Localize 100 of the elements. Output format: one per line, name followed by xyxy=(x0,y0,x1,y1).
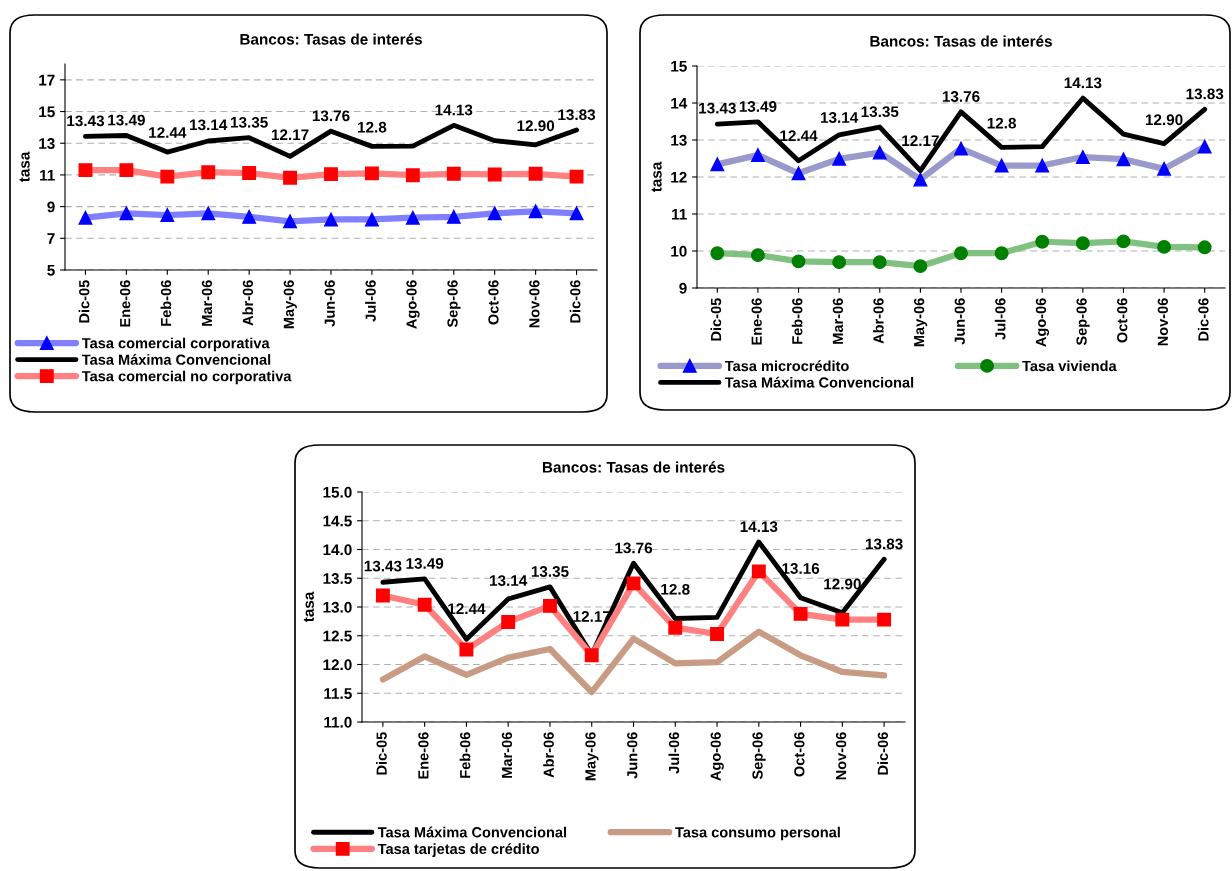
legend-label: Tasa consumo personal xyxy=(675,826,840,841)
x-tick-label: Ago-06 xyxy=(406,280,420,329)
x-tick-label: Oct-06 xyxy=(1117,298,1128,343)
data-label: 13.35 xyxy=(861,106,899,118)
y-tick-label: 12 xyxy=(671,171,687,183)
data-label: 13.83 xyxy=(865,538,903,550)
data-label: 13.14 xyxy=(490,575,528,586)
x-tick-label: Abr-06 xyxy=(872,298,884,344)
x-tick-label: Mar-06 xyxy=(201,280,213,326)
x-tick-label: May-06 xyxy=(283,280,297,329)
chart-title: Bancos: Tasas de interés xyxy=(240,33,422,45)
x-tick-label: Abr-06 xyxy=(242,280,254,326)
data-label: 14.13 xyxy=(435,104,473,116)
data-label: 13.76 xyxy=(615,542,653,554)
y-tick-label: 14.5 xyxy=(323,515,352,527)
x-tick-label: Nov-06 xyxy=(835,732,847,780)
y-tick-label: 11.0 xyxy=(324,716,352,728)
x-tick-label: Dic-06 xyxy=(877,732,889,775)
data-label: 13.49 xyxy=(406,558,444,569)
data-label: 12.44 xyxy=(780,130,818,141)
data-label: 13.83 xyxy=(558,109,596,121)
data-label: 12.90 xyxy=(1145,114,1183,126)
data-label: 12.17 xyxy=(271,129,309,140)
x-tick-label: Ago-06 xyxy=(1035,298,1050,347)
data-label: 14.13 xyxy=(740,521,778,533)
legend-label: Tasa microcrédito xyxy=(724,360,849,372)
x-tick-label: Oct-06 xyxy=(488,280,499,325)
x-tick-label: May-06 xyxy=(913,298,928,347)
legend-label: Tasa tarjetas de crédito xyxy=(377,843,539,857)
legend-label: Tasa Máxima Convencional xyxy=(377,826,567,838)
data-label: 13.49 xyxy=(739,101,777,112)
y-tick-label: 11.5 xyxy=(324,688,352,699)
y-tick-label: 11 xyxy=(40,169,55,181)
x-tick-label: Jul-06 xyxy=(668,732,680,774)
data-label: 13.43 xyxy=(699,102,736,114)
data-label: 12.90 xyxy=(517,120,555,132)
y-tick-label: 15 xyxy=(39,106,55,118)
y-tick-label: 15.0 xyxy=(323,486,352,498)
data-label: 12.8 xyxy=(987,117,1017,129)
chart-title: Bancos: Tasas de interés xyxy=(542,461,725,473)
x-tick-label: Abr-06 xyxy=(543,732,554,778)
data-label: 12.8 xyxy=(358,121,387,133)
y-tick-label: 12.0 xyxy=(323,659,352,671)
data-label: 13.14 xyxy=(821,112,859,123)
chart-title: Bancos: Tasas de interés xyxy=(870,35,1052,47)
y-axis-title: tasa xyxy=(303,591,314,623)
data-label: 13.35 xyxy=(531,566,569,577)
data-label: 12.90 xyxy=(824,578,861,590)
data-label: 13.76 xyxy=(312,110,350,122)
y-tick-label: 17 xyxy=(39,74,55,86)
legend-label: Tasa vivienda xyxy=(1022,360,1117,372)
data-label: 13.14 xyxy=(190,119,228,131)
data-label: 12.8 xyxy=(661,583,690,595)
x-tick-label: Jul-06 xyxy=(365,280,376,322)
x-tick-label: Feb-06 xyxy=(459,732,471,778)
x-tick-label: Feb-06 xyxy=(791,298,803,344)
x-tick-label: Feb-06 xyxy=(160,280,172,326)
x-tick-label: Mar-06 xyxy=(832,298,844,344)
x-tick-label: Sep-06 xyxy=(1076,298,1090,346)
y-tick-label: 13.0 xyxy=(323,601,352,613)
legend-label: Tasa comercial corporativa xyxy=(81,337,270,352)
data-label: 13.49 xyxy=(108,114,145,126)
y-tick-label: 13.5 xyxy=(323,573,352,584)
x-tick-label: Ene-06 xyxy=(751,298,762,345)
data-label: 13.76 xyxy=(942,91,980,102)
legend-label: Tasa comercial no corporativa xyxy=(81,370,292,385)
data-label: 12.44 xyxy=(149,127,187,138)
x-tick-label: Dic-05 xyxy=(78,280,90,323)
x-tick-label: Nov-06 xyxy=(529,280,540,328)
y-tick-label: 9 xyxy=(679,282,687,294)
x-tick-label: Ene-06 xyxy=(418,732,429,779)
x-tick-label: Jun-06 xyxy=(627,732,638,779)
x-tick-label: Ago-06 xyxy=(710,732,724,781)
y-axis-title: tasa xyxy=(19,151,30,183)
x-tick-label: Dic-05 xyxy=(376,732,387,775)
legend-label: Tasa Máxima Convencional xyxy=(724,376,914,388)
y-tick-label: 7 xyxy=(47,233,55,244)
x-tick-label: Nov-06 xyxy=(1157,298,1168,346)
y-tick-label: 9 xyxy=(47,201,55,213)
x-tick-label: Jul-06 xyxy=(994,298,1006,340)
x-tick-label: Mar-06 xyxy=(501,732,513,778)
data-label: 13.83 xyxy=(1186,88,1224,100)
x-tick-label: Oct-06 xyxy=(794,732,805,777)
x-tick-label: Jun-06 xyxy=(324,280,335,327)
x-tick-label: Sep-06 xyxy=(752,732,766,780)
x-tick-label: May-06 xyxy=(585,732,599,781)
x-tick-label: Ene-06 xyxy=(119,280,131,327)
y-tick-label: 14.0 xyxy=(323,544,352,556)
x-tick-label: Dic-06 xyxy=(569,280,581,323)
data-label: 13.43 xyxy=(67,115,105,127)
y-tick-label: 15 xyxy=(671,61,687,72)
data-label: 13.43 xyxy=(364,560,402,572)
y-tick-label: 13 xyxy=(671,134,687,146)
y-axis-title: tasa xyxy=(651,161,662,193)
x-tick-label: Sep-06 xyxy=(447,280,461,328)
data-label: 13.16 xyxy=(782,563,820,574)
data-label: 13.35 xyxy=(231,116,268,128)
data-label: 14.13 xyxy=(1064,77,1102,89)
y-tick-label: 12.5 xyxy=(323,630,352,642)
legend-label: Tasa Máxima Convencional xyxy=(81,354,271,365)
